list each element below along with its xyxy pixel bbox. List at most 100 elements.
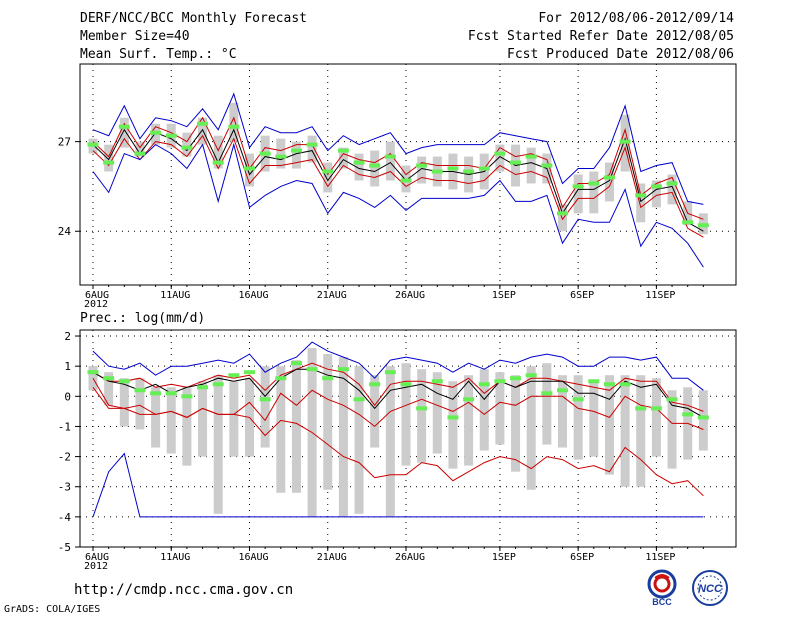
climatology-marker: [697, 223, 709, 228]
spread-box: [651, 378, 661, 457]
spread-box: [198, 117, 208, 145]
ncc-logo-text: NCC: [698, 583, 723, 595]
x-tick-label: 21AUG: [317, 552, 347, 563]
climatology-marker: [197, 121, 209, 126]
spread-box: [166, 387, 176, 454]
spread-box: [495, 144, 505, 172]
climatology-marker: [118, 379, 130, 384]
climatology-marker: [181, 394, 193, 399]
climatology-marker: [103, 160, 115, 165]
spread-box: [667, 174, 677, 205]
x-tick-label: 11SEP: [645, 290, 675, 301]
climatology-marker: [510, 160, 522, 165]
spread-box: [558, 375, 567, 448]
plot-frame: [79, 329, 737, 548]
spread-box: [104, 372, 114, 406]
x-tick-year-label: 2012: [84, 561, 108, 572]
climatology-marker: [603, 382, 615, 387]
climatology-marker: [541, 163, 553, 168]
spread-box: [479, 369, 489, 451]
climatology-marker: [525, 373, 537, 378]
climatology-marker: [557, 388, 568, 393]
x-tick-label: 16AUG: [238, 552, 268, 563]
y-tick-label: 1: [64, 360, 71, 373]
x-tick-label: 11AUG: [160, 290, 190, 301]
climatology-marker: [650, 184, 662, 189]
climatology-marker: [212, 382, 224, 387]
y-tick-label: -2: [58, 451, 71, 464]
spread-box: [338, 357, 348, 517]
series-min-line: [92, 452, 704, 518]
climatology-marker: [259, 397, 271, 402]
climatology-marker: [118, 124, 130, 129]
climatology-marker: [494, 151, 506, 156]
precip-panel-title: Prec.: log(mm/d): [80, 311, 205, 326]
spread-box: [526, 147, 536, 184]
climatology-marker: [588, 379, 600, 384]
climatology-marker: [416, 163, 428, 168]
x-tick-label: 21AUG: [317, 290, 347, 301]
spread-box: [495, 372, 505, 445]
climatology-marker: [165, 133, 177, 138]
y-tick-label: 0: [64, 390, 71, 403]
x-tick-label: 26AUG: [395, 552, 425, 563]
spread-box: [370, 150, 380, 187]
x-tick-label: 6SEP: [570, 552, 594, 563]
spread-box: [604, 375, 614, 475]
spread-box: [542, 363, 552, 445]
plot-frame: [79, 63, 737, 286]
climatology-marker: [290, 361, 302, 366]
climatology-marker: [557, 211, 568, 216]
forecast-produced-date: Fcst Produced Date 2012/08/06: [507, 47, 734, 62]
climatology-marker: [306, 367, 318, 372]
spread-box: [276, 366, 286, 493]
spread-box: [464, 375, 474, 466]
climatology-marker: [635, 406, 647, 411]
x-tick-label: 1SEP: [492, 290, 516, 301]
spread-box: [417, 156, 427, 184]
spread-box: [401, 363, 411, 466]
chart-title: DERF/NCC/BCC Monthly Forecast: [80, 11, 307, 26]
source-url[interactable]: http://cmdp.ncc.cma.gov.cn: [74, 582, 294, 598]
climatology-marker: [244, 166, 255, 171]
spread-box: [589, 171, 599, 214]
climatology-marker: [697, 415, 709, 420]
spread-box: [260, 366, 270, 448]
climatology-marker: [431, 169, 443, 174]
spread-box: [213, 135, 223, 169]
climatology-marker: [650, 406, 662, 411]
climatology-marker: [150, 391, 162, 396]
spread-box: [323, 162, 333, 193]
spread-box: [620, 375, 630, 487]
spread-box: [589, 381, 599, 457]
climatology-marker: [416, 406, 428, 411]
climatology-marker: [259, 151, 271, 156]
climatology-marker: [572, 184, 584, 189]
series-mean-line: [92, 368, 704, 418]
series-upper-line: [92, 116, 704, 220]
climatology-marker: [197, 385, 209, 390]
bcc-logo: BCC: [647, 569, 677, 607]
climatology-marker: [353, 160, 365, 165]
spread-box: [604, 162, 614, 202]
climatology-marker: [244, 370, 255, 375]
climatology-marker: [369, 163, 381, 168]
spread-box: [385, 141, 395, 181]
spread-box: [119, 117, 129, 148]
spread-box: [558, 204, 567, 232]
climatology-marker: [290, 148, 302, 153]
x-tick-label: 6AUG: [85, 290, 109, 301]
spread-box: [354, 366, 364, 514]
series-lower-line: [92, 134, 704, 238]
spread-box: [291, 360, 301, 493]
x-tick-year-label: 2012: [84, 299, 108, 310]
grads-credit: GrADS: COLA/IGES: [4, 604, 101, 615]
spread-box: [432, 372, 442, 454]
spread-box: [151, 387, 161, 448]
spread-box: [651, 180, 661, 208]
spread-box: [323, 354, 333, 490]
climatology-marker: [400, 178, 412, 183]
